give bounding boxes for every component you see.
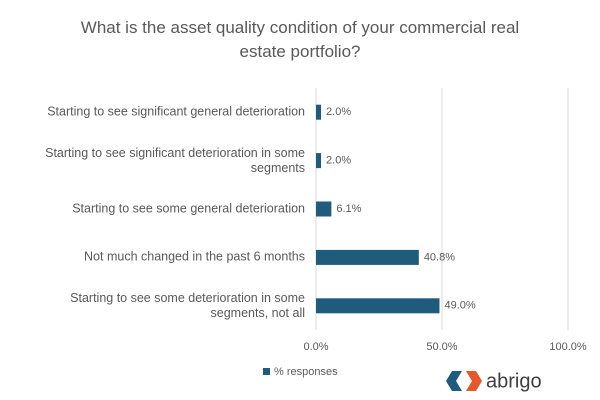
bar	[316, 298, 440, 314]
bar	[316, 104, 322, 120]
value-label: 6.1%	[336, 203, 361, 215]
chart-title: What is the asset quality condition of y…	[80, 18, 520, 61]
value-label: 49.0%	[444, 300, 475, 312]
value-label: 2.0%	[326, 155, 351, 167]
x-tick-label: 100.0%	[549, 341, 587, 353]
y-tick-label: Starting to see some general deteriorati…	[72, 201, 305, 216]
bar	[316, 249, 419, 265]
logo-text: abrigo	[486, 370, 542, 392]
legend-label: % responses	[274, 366, 338, 378]
x-tick-label: 0.0%	[303, 341, 328, 353]
y-tick-label: Starting to see significant deterioratio…	[45, 145, 305, 175]
y-tick-label: Starting to see significant general dete…	[47, 104, 305, 119]
bar	[316, 201, 332, 217]
logo-icon	[446, 371, 482, 391]
y-tick-label: Starting to see some deterioration in so…	[70, 290, 305, 320]
x-tick-label: 50.0%	[426, 341, 457, 353]
y-tick-label: Not much changed in the past 6 months	[84, 249, 305, 264]
value-label: 40.8%	[424, 251, 455, 263]
legend-swatch	[263, 368, 270, 375]
bar	[316, 153, 322, 169]
value-label: 2.0%	[326, 106, 351, 118]
